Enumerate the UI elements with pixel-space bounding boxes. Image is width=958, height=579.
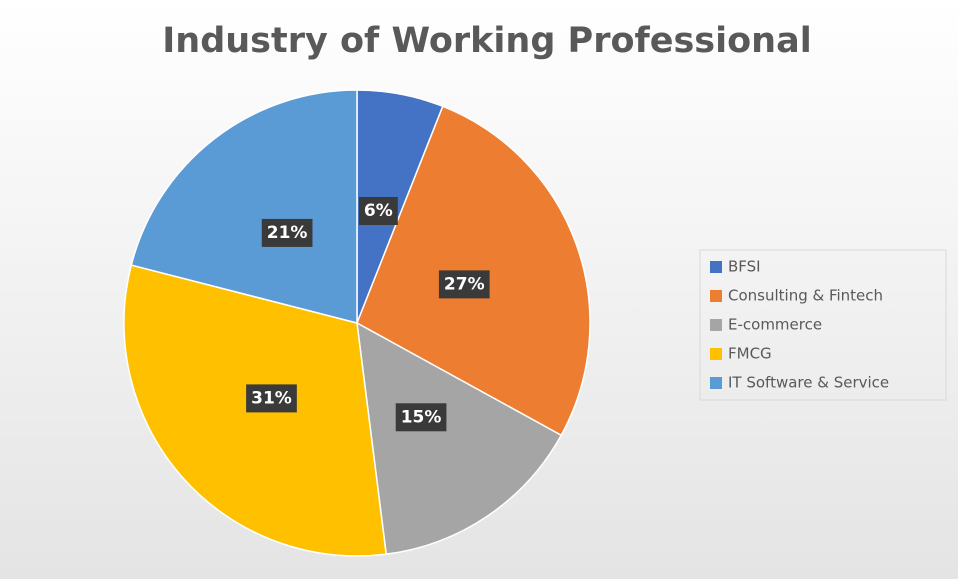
legend-label: E-commerce: [728, 316, 822, 334]
legend-swatch: [710, 290, 722, 302]
pie-slice: [356, 321, 563, 556]
value-label-group: 31%: [246, 384, 297, 413]
value-label-group: 21%: [261, 218, 313, 247]
legend-label: FMCG: [728, 345, 772, 363]
value-label-group: 27%: [438, 270, 490, 299]
legend-label: Consulting & Fintech: [728, 287, 883, 305]
value-label-box: [395, 403, 447, 432]
legend-label: IT Software & Service: [728, 374, 889, 392]
value-label: 27%: [444, 274, 485, 294]
legend-swatch: [710, 319, 722, 331]
legend-box: [699, 249, 947, 401]
legend-swatch: [710, 261, 722, 273]
legend-swatch: [710, 377, 722, 389]
legend-swatch: [710, 348, 722, 360]
chart-title: Industry of Working Professional: [162, 21, 811, 61]
value-label: 21%: [267, 223, 308, 243]
value-label: 6%: [364, 201, 393, 221]
pie-slice: [130, 89, 358, 324]
value-label-box: [246, 384, 297, 413]
value-label-group: 6%: [358, 197, 398, 226]
value-label: 31%: [251, 388, 292, 408]
value-label-group: 15%: [395, 403, 447, 432]
value-label-box: [261, 218, 313, 247]
value-label-box: [438, 270, 490, 299]
value-label: 15%: [401, 407, 442, 427]
value-label-box: [358, 197, 398, 226]
legend-label: BFSI: [728, 258, 761, 276]
